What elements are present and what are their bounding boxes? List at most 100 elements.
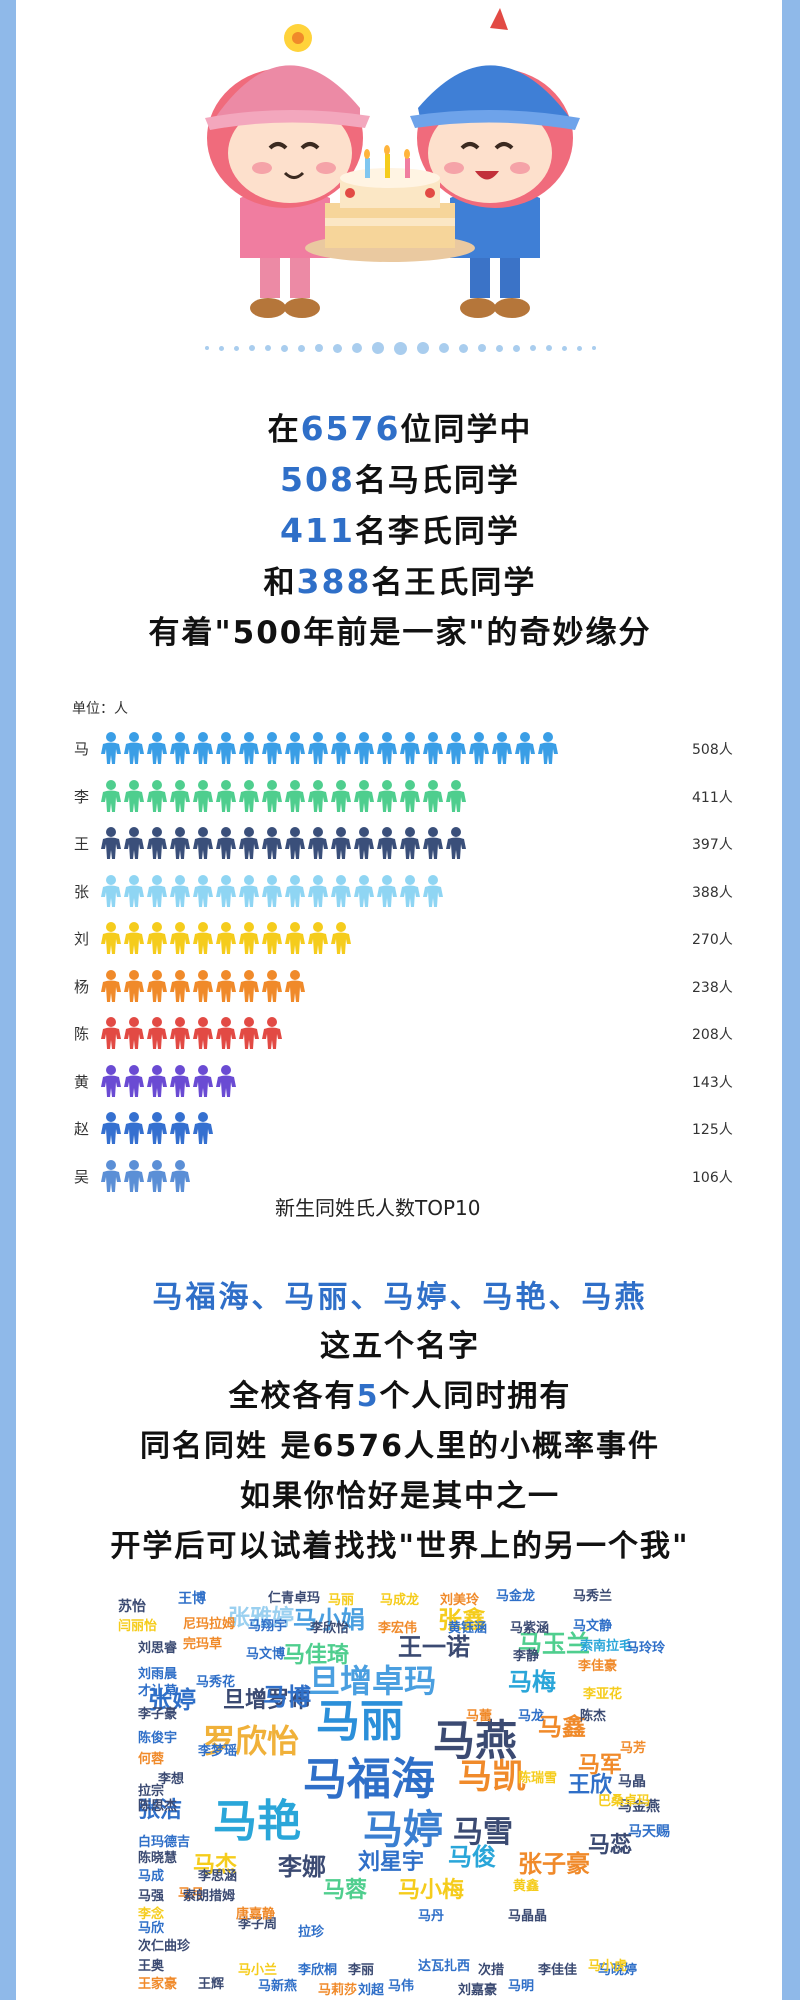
person-icon [146, 732, 168, 766]
word-cloud-name: 旦增罗布 [223, 1688, 312, 1713]
word-cloud-name: 张雅婷 [228, 1606, 295, 1631]
word-cloud-name: 马莉莎 [318, 1983, 358, 1998]
chart-category-label: 黄 [74, 1072, 90, 1091]
word-cloud-name: 刘超 [358, 1983, 385, 1998]
word-cloud-name: 马艳 [213, 1796, 301, 1847]
word-cloud-name: 李静 [513, 1649, 540, 1664]
person-icon [422, 827, 444, 861]
left-border [0, 0, 16, 2000]
chart-row: 张 388人 [60, 873, 750, 909]
word-cloud-name: 马秀兰 [573, 1589, 613, 1604]
word-cloud-name: 达瓦扎西 [418, 1959, 471, 1974]
word-cloud-name: 刘星宇 [358, 1850, 425, 1875]
person-icon [238, 827, 260, 861]
chart-bar [100, 1112, 214, 1146]
word-cloud-name: 马佳琦 [283, 1643, 350, 1668]
chart-bar [100, 779, 467, 814]
person-icon [192, 1017, 214, 1051]
word-cloud-name: 陈俊宇 [138, 1731, 178, 1746]
chart-bar [100, 1064, 237, 1099]
chart-value-label: 238人 [692, 979, 733, 996]
word-cloud-name: 巴桑卓玛 [598, 1794, 651, 1809]
person-icon [238, 874, 260, 909]
word-cloud-name: 李娜 [278, 1853, 326, 1881]
word-cloud-name: 唐嘉静 [236, 1907, 276, 1922]
person-icon [123, 1064, 145, 1099]
person-icon [192, 732, 214, 766]
person-icon [330, 779, 352, 814]
person-icon [146, 969, 168, 1004]
person-icon [284, 874, 306, 909]
word-cloud-name: 李宏伟 [378, 1621, 418, 1636]
chart-bar [100, 969, 306, 1004]
word-cloud-name: 马新燕 [258, 1979, 298, 1994]
chart-category-label: 马 [74, 740, 90, 758]
word-cloud-name: 王家豪 [138, 1977, 178, 1992]
word-cloud-name: 何蓉 [138, 1752, 165, 1767]
word-cloud-name: 次仁曲珍 [138, 1939, 191, 1954]
person-icon [100, 732, 122, 766]
word-cloud-name: 李梦瑶 [198, 1744, 238, 1759]
person-icon [238, 969, 260, 1004]
chart-title: 新生同姓氏人数TOP10 [275, 1196, 481, 1220]
person-icon [445, 779, 467, 814]
person-icon [123, 922, 145, 956]
word-cloud-name: 马月 [178, 1887, 205, 1902]
word-cloud-name: 白玛德吉 [138, 1835, 191, 1850]
person-icon [376, 827, 398, 861]
person-icon [537, 732, 559, 766]
word-cloud-name: 才让草 [138, 1684, 178, 1699]
person-icon [146, 1112, 168, 1146]
person-icon [491, 732, 513, 766]
word-cloud-name: 张子豪 [518, 1850, 590, 1878]
word-cloud-name: 马蕾 [466, 1709, 493, 1724]
word-cloud-name: 刘思睿 [138, 1641, 178, 1656]
word-cloud-name: 李丽 [348, 1963, 375, 1978]
stat-line-wang: 和388名王氏同学 [263, 562, 537, 601]
word-cloud-name: 李想 [158, 1772, 185, 1787]
person-icon [169, 1017, 191, 1051]
person-icon [100, 827, 122, 861]
person-icon [422, 732, 444, 766]
word-cloud-name: 马蓉 [323, 1878, 368, 1903]
chart-row: 刘 270人 [60, 920, 750, 956]
word-cloud-name: 李思涵 [198, 1869, 238, 1884]
stat-line-li: 411名李氏同学 [280, 511, 520, 550]
word-cloud-name: 尼玛拉姆 [183, 1617, 236, 1632]
person-icon [284, 969, 306, 1004]
person-icon [123, 969, 145, 1004]
person-icon [192, 1064, 214, 1099]
word-cloud-name: 索南拉毛 [580, 1639, 633, 1654]
word-cloud-name: 马玉兰 [518, 1630, 590, 1658]
chart-unit-label: 单位：人 [72, 701, 128, 717]
word-cloud-name: 马天赐 [628, 1824, 670, 1840]
person-icon [261, 874, 283, 909]
name-word-cloud: 马福海 马丽 马燕 马艳 马婷 旦增卓玛 罗欣怡 马凯 马雪 张婷 旦增罗布 马小娟 张雅婷 张鑫 马佳琦王… [118, 1590, 684, 2000]
word-cloud-name: 马伟 [388, 1979, 415, 1994]
person-icon [123, 1112, 145, 1146]
chart-category-label: 张 [74, 882, 90, 901]
desc-line-4: 如果你恰好是其中之一 [240, 1479, 560, 1514]
chart-category-label: 王 [74, 835, 90, 853]
word-cloud-name: 张鑫 [438, 1606, 486, 1634]
statistics-text: 在6576位同学中 508名马氏同学 411名李氏同学 和388名王氏同学 有着… [0, 404, 800, 658]
person-icon [100, 779, 122, 814]
word-cloud-name: 马晓婷 [598, 1963, 638, 1978]
person-icon [215, 827, 237, 861]
person-icon [422, 779, 444, 814]
chart-category-label: 陈 [74, 1025, 90, 1043]
person-icon [100, 874, 122, 909]
person-icon [123, 732, 145, 766]
stat-line-total: 在6576位同学中 [267, 409, 533, 448]
person-icon [261, 779, 283, 814]
person-icon [353, 779, 375, 814]
person-icon [376, 779, 398, 814]
chart-bar [100, 1017, 283, 1051]
word-cloud-name: 仁青卓玛 [268, 1591, 321, 1606]
word-cloud-name: 马翔宇 [248, 1619, 288, 1634]
word-cloud-name: 王奥 [138, 1959, 165, 1974]
person-icon [399, 827, 421, 861]
word-cloud-name: 张洁 [138, 1798, 183, 1823]
chart-value-label: 125人 [692, 1122, 733, 1138]
person-icon [100, 1112, 122, 1146]
